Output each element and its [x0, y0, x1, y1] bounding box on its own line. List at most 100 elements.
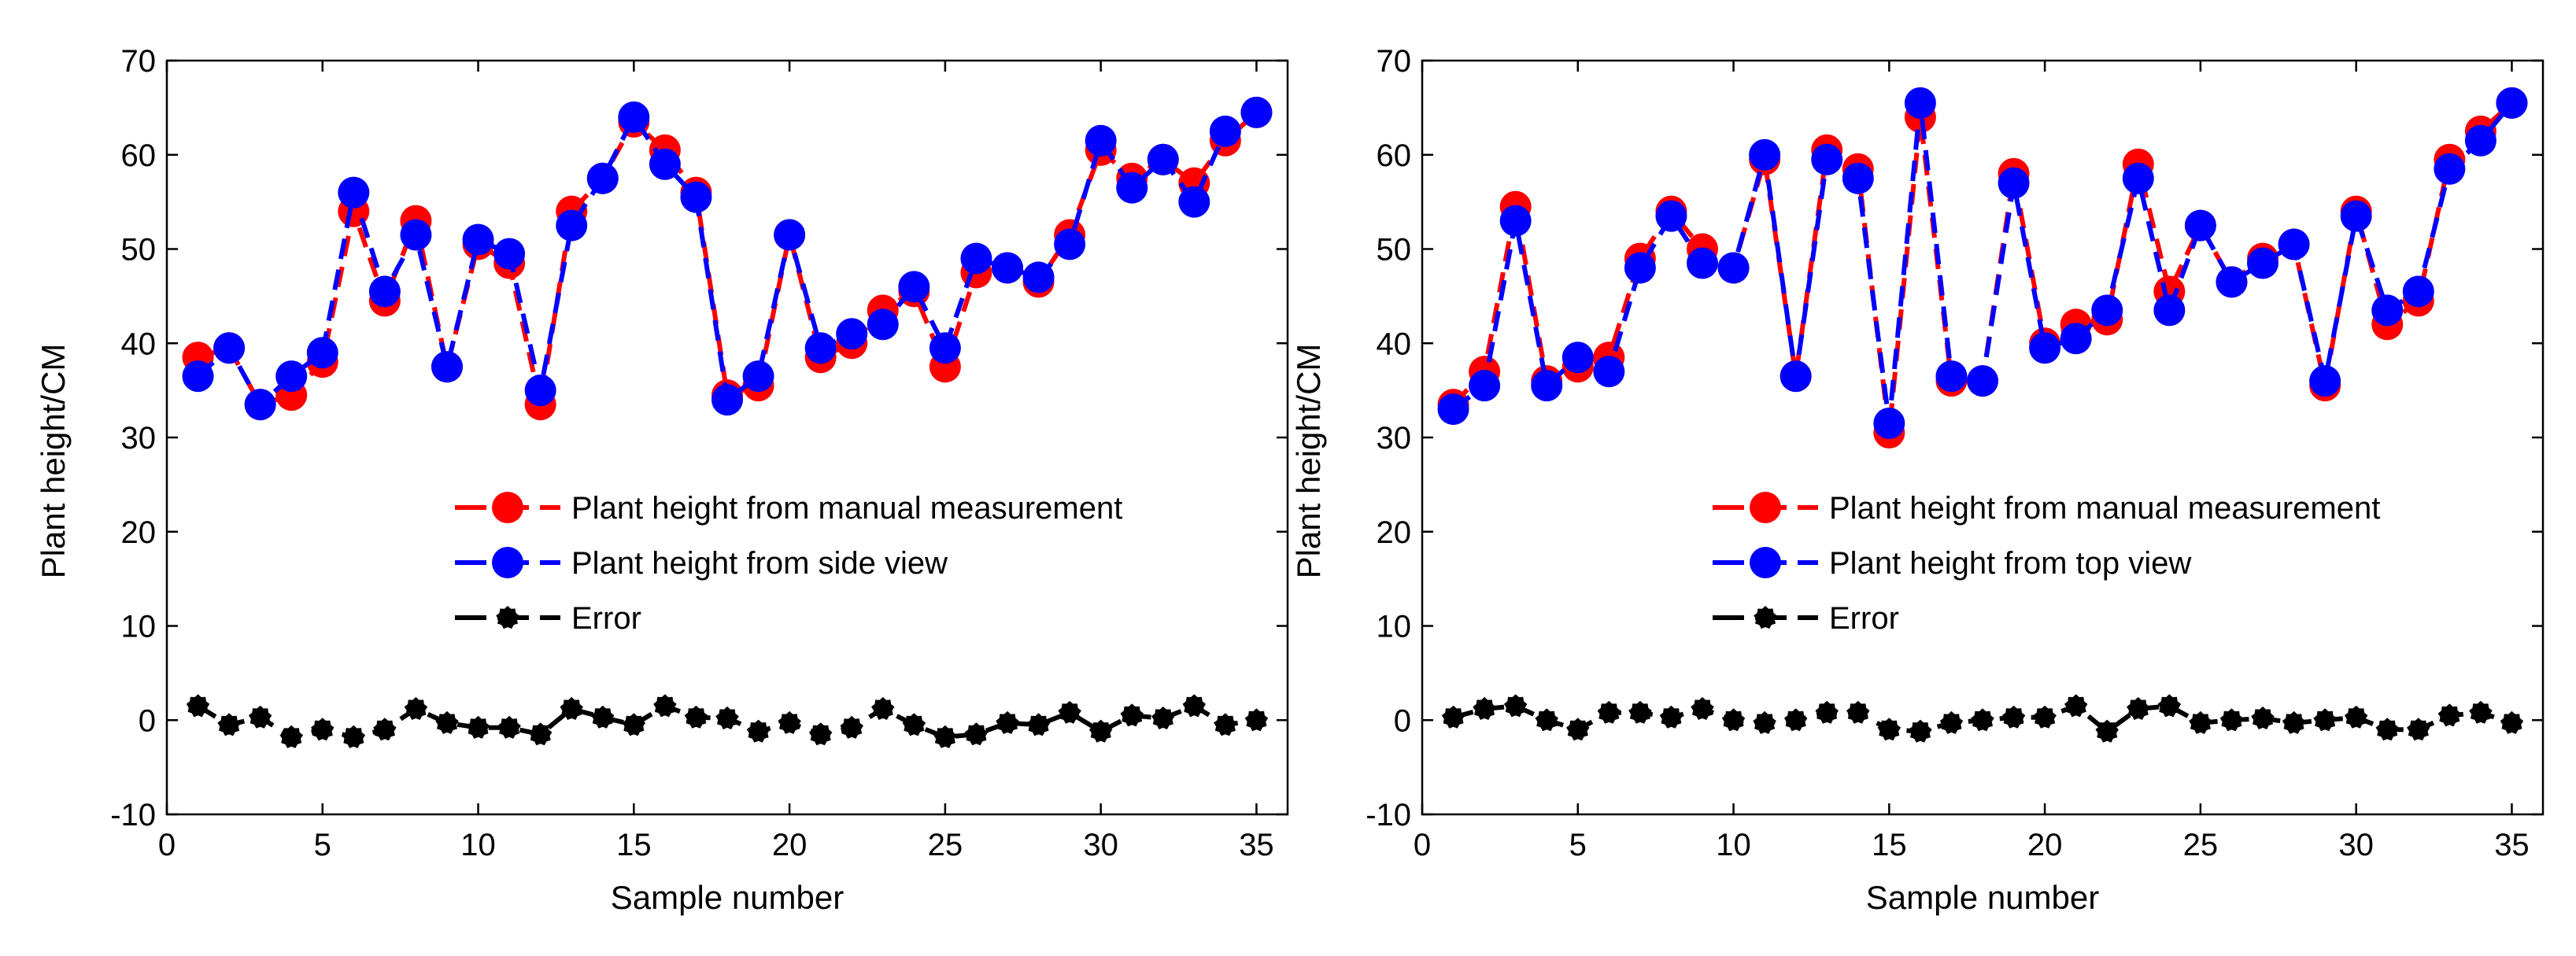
data-point [1780, 360, 1812, 393]
data-point [1182, 694, 1207, 718]
data-point [1178, 186, 1210, 218]
data-point [746, 719, 771, 743]
data-point [368, 275, 401, 308]
data-point [2313, 708, 2337, 732]
legend-swatch-marker [492, 492, 523, 523]
x-tick-label: 10 [1716, 828, 1751, 862]
data-point [435, 711, 459, 734]
data-point [182, 360, 214, 393]
data-point [2091, 294, 2123, 327]
data-point [1209, 115, 1241, 147]
data-point [898, 271, 930, 303]
data-point [462, 223, 494, 256]
data-point [1561, 341, 1594, 374]
data-point [1846, 700, 1870, 724]
y-tick-label: 10 [1377, 610, 1412, 644]
data-point [311, 718, 334, 741]
x-tick-label: 0 [1414, 828, 1431, 862]
data-point [1597, 700, 1621, 724]
data-point [996, 711, 1019, 734]
data-point [1469, 370, 1501, 402]
data-point [1116, 172, 1148, 204]
data-point [2469, 700, 2493, 724]
data-point [213, 332, 246, 364]
data-point [556, 209, 588, 242]
x-tick-label: 15 [616, 828, 652, 862]
data-point [1753, 711, 1776, 734]
y-tick-label: 40 [1377, 327, 1412, 361]
data-point [1531, 370, 1563, 402]
data-point [1441, 705, 1465, 729]
y-axis-label: Plant height/CM [1290, 344, 1327, 579]
y-tick-label: 20 [121, 515, 157, 550]
data-point [1085, 124, 1117, 157]
data-point [528, 722, 553, 746]
x-tick-label: 25 [928, 828, 963, 862]
y-axis-label: Plant height/CM [35, 344, 72, 579]
data-point [2282, 711, 2306, 734]
data-point [1967, 365, 1998, 397]
y-tick-label: 40 [121, 327, 157, 361]
data-point [2216, 266, 2248, 298]
data-point [1659, 705, 1683, 729]
data-point [2153, 294, 2186, 327]
legend-swatch-marker [492, 547, 523, 578]
data-point [2189, 711, 2212, 734]
y-tick-label: 60 [1377, 138, 1412, 173]
data-point [1624, 252, 1656, 284]
data-point [2251, 706, 2275, 729]
data-point [2064, 694, 2088, 718]
data-point [373, 718, 397, 741]
data-point [2060, 323, 2092, 355]
data-point [1873, 408, 1905, 440]
data-point [275, 360, 308, 393]
y-tick-label: 30 [121, 421, 157, 456]
data-point [2029, 332, 2061, 364]
legend: Plant height from manual measurement Plan… [455, 491, 1122, 636]
data-point [2122, 162, 2154, 194]
y-tick-label: 50 [121, 233, 157, 268]
data-point [248, 705, 272, 729]
data-point [404, 696, 428, 720]
y-tick-label: -10 [110, 798, 156, 832]
data-point [1437, 393, 1469, 426]
data-point [1655, 200, 1687, 232]
data-point [244, 389, 276, 421]
data-point [2278, 228, 2310, 260]
data-point [2001, 705, 2026, 729]
y-tick-label: 10 [121, 610, 157, 644]
y-tick-label: 0 [139, 703, 156, 738]
data-point [497, 715, 521, 739]
data-point [1214, 713, 1237, 736]
plot-area [1421, 59, 2545, 816]
data-point [1904, 87, 1936, 119]
x-tick-label: 25 [2183, 828, 2219, 862]
data-point [992, 252, 1023, 284]
data-point [1499, 205, 1532, 237]
data-point [2402, 275, 2434, 308]
data-point [2371, 294, 2404, 327]
data-point [1877, 718, 1902, 741]
data-point [1842, 162, 1874, 194]
data-point [1058, 700, 1081, 724]
data-point [2496, 87, 2528, 119]
data-point [960, 242, 992, 275]
data-point [649, 148, 681, 180]
data-point [1088, 719, 1113, 743]
x-axis-label: Sample number [1866, 879, 2099, 916]
data-point [1721, 708, 1746, 732]
legend-label: Plant height from manual measurement [571, 491, 1122, 526]
data-point [1998, 167, 2030, 199]
x-tick-label: 10 [460, 828, 496, 862]
data-point [778, 711, 801, 734]
data-point [808, 722, 833, 746]
data-point [1783, 708, 1808, 732]
data-point [2127, 696, 2150, 720]
x-tick-label: 35 [2494, 828, 2530, 862]
data-point [1939, 711, 1964, 734]
data-point [2340, 200, 2372, 232]
data-point [1473, 696, 1496, 720]
data-point [836, 318, 868, 350]
